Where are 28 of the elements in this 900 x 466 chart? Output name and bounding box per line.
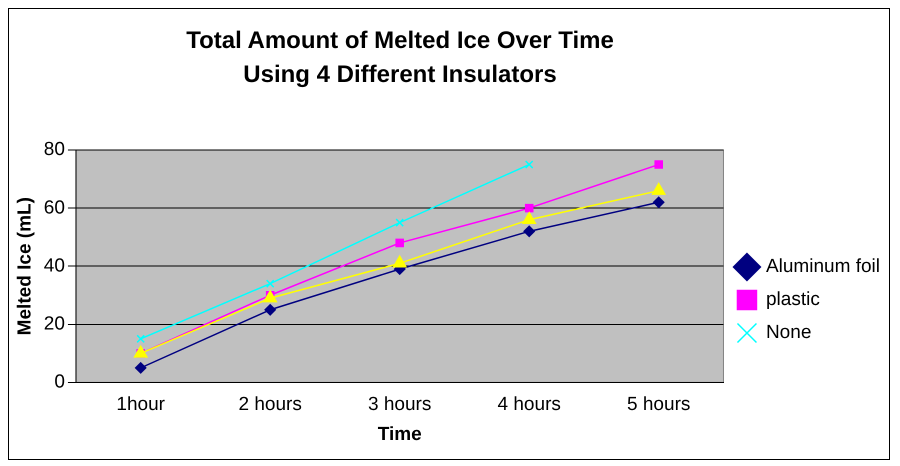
x-axis-title: Time [378, 424, 422, 445]
x-tick-label: 1hour [116, 394, 166, 416]
point [524, 204, 534, 212]
y-tick-label: 0 [54, 372, 65, 393]
point [395, 218, 404, 227]
x-tick-label: 2 hours [238, 394, 302, 416]
y-tick-label: 20 [44, 314, 65, 335]
x-tick-label: 5 hours [627, 394, 690, 416]
x-tick-label: 3 hours [368, 394, 432, 416]
point [652, 196, 664, 208]
point [523, 226, 535, 238]
y-tick-label: 60 [44, 197, 65, 218]
point [136, 334, 145, 344]
x-tick-label: 4 hours [498, 394, 561, 416]
point [266, 279, 274, 288]
y-tick-label: 40 [44, 255, 65, 276]
point [524, 160, 534, 169]
point [395, 238, 404, 248]
point [654, 160, 663, 169]
legend-label: Aluminum foil [766, 256, 880, 278]
legend-label: None [766, 322, 812, 344]
y-tick-label: 80 [44, 139, 65, 160]
y-axis-title: Melted Ice (mL) [14, 197, 36, 336]
point [134, 362, 146, 374]
chart-title: Total Amount of Melted Ice Over Time Using 4 Different Insulators [185, 26, 615, 90]
point [392, 256, 407, 268]
point [264, 304, 276, 316]
legend-label: plastic [766, 289, 820, 310]
